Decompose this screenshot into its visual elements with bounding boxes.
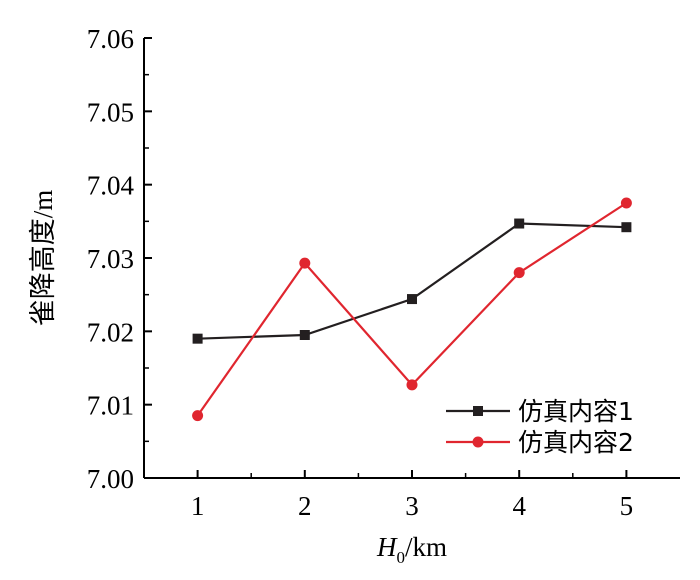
x-tick-label: 1 (191, 491, 205, 521)
x-axis-label-subscript: 0 (396, 548, 405, 567)
series-1-point (299, 330, 310, 340)
series-layer (192, 197, 632, 422)
series-2-point (620, 197, 632, 209)
y-tick-label: 7.05 (87, 97, 134, 127)
series-1-point (407, 294, 417, 305)
series-2-point (406, 379, 418, 391)
series-1-point (514, 218, 525, 229)
x-tick-label: 2 (298, 491, 312, 521)
y-tick-label: 7.01 (87, 391, 134, 421)
x-axis-label: H0/km (376, 532, 447, 567)
y-tick-label: 7.00 (87, 464, 134, 494)
series-1-line (197, 222, 627, 340)
legend-marker-1 (473, 406, 483, 416)
x-axis-label-italic: H (376, 532, 398, 562)
y-tick-label: 7.03 (87, 244, 134, 274)
x-tick-label: 4 (512, 491, 526, 521)
series-2-point (299, 257, 311, 269)
y-axis-ticks: 7.00 7.01 7.02 7.03 7.04 7.05 7.06 (87, 24, 152, 494)
series-1-point (192, 333, 203, 344)
x-axis-label-unit: /km (405, 532, 447, 562)
legend-label-2: 仿真内容2 (518, 428, 634, 457)
x-axis-ticks: 1 2 3 4 5 (191, 470, 633, 521)
series-2-point (192, 410, 204, 422)
y-tick-label: 7.02 (87, 317, 134, 347)
legend-label-1: 仿真内容1 (518, 397, 634, 426)
x-tick-label: 3 (405, 491, 419, 521)
series-1-point (621, 222, 632, 233)
y-tick-label: 7.06 (87, 24, 134, 54)
series-2-point (513, 267, 525, 279)
x-tick-label: 5 (620, 491, 634, 521)
y-tick-label: 7.04 (87, 171, 135, 201)
legend-marker-2 (472, 436, 484, 448)
y-axis-label: 雀降高度/m (28, 190, 58, 327)
legend: 仿真内容1 仿真内容2 (446, 397, 634, 457)
